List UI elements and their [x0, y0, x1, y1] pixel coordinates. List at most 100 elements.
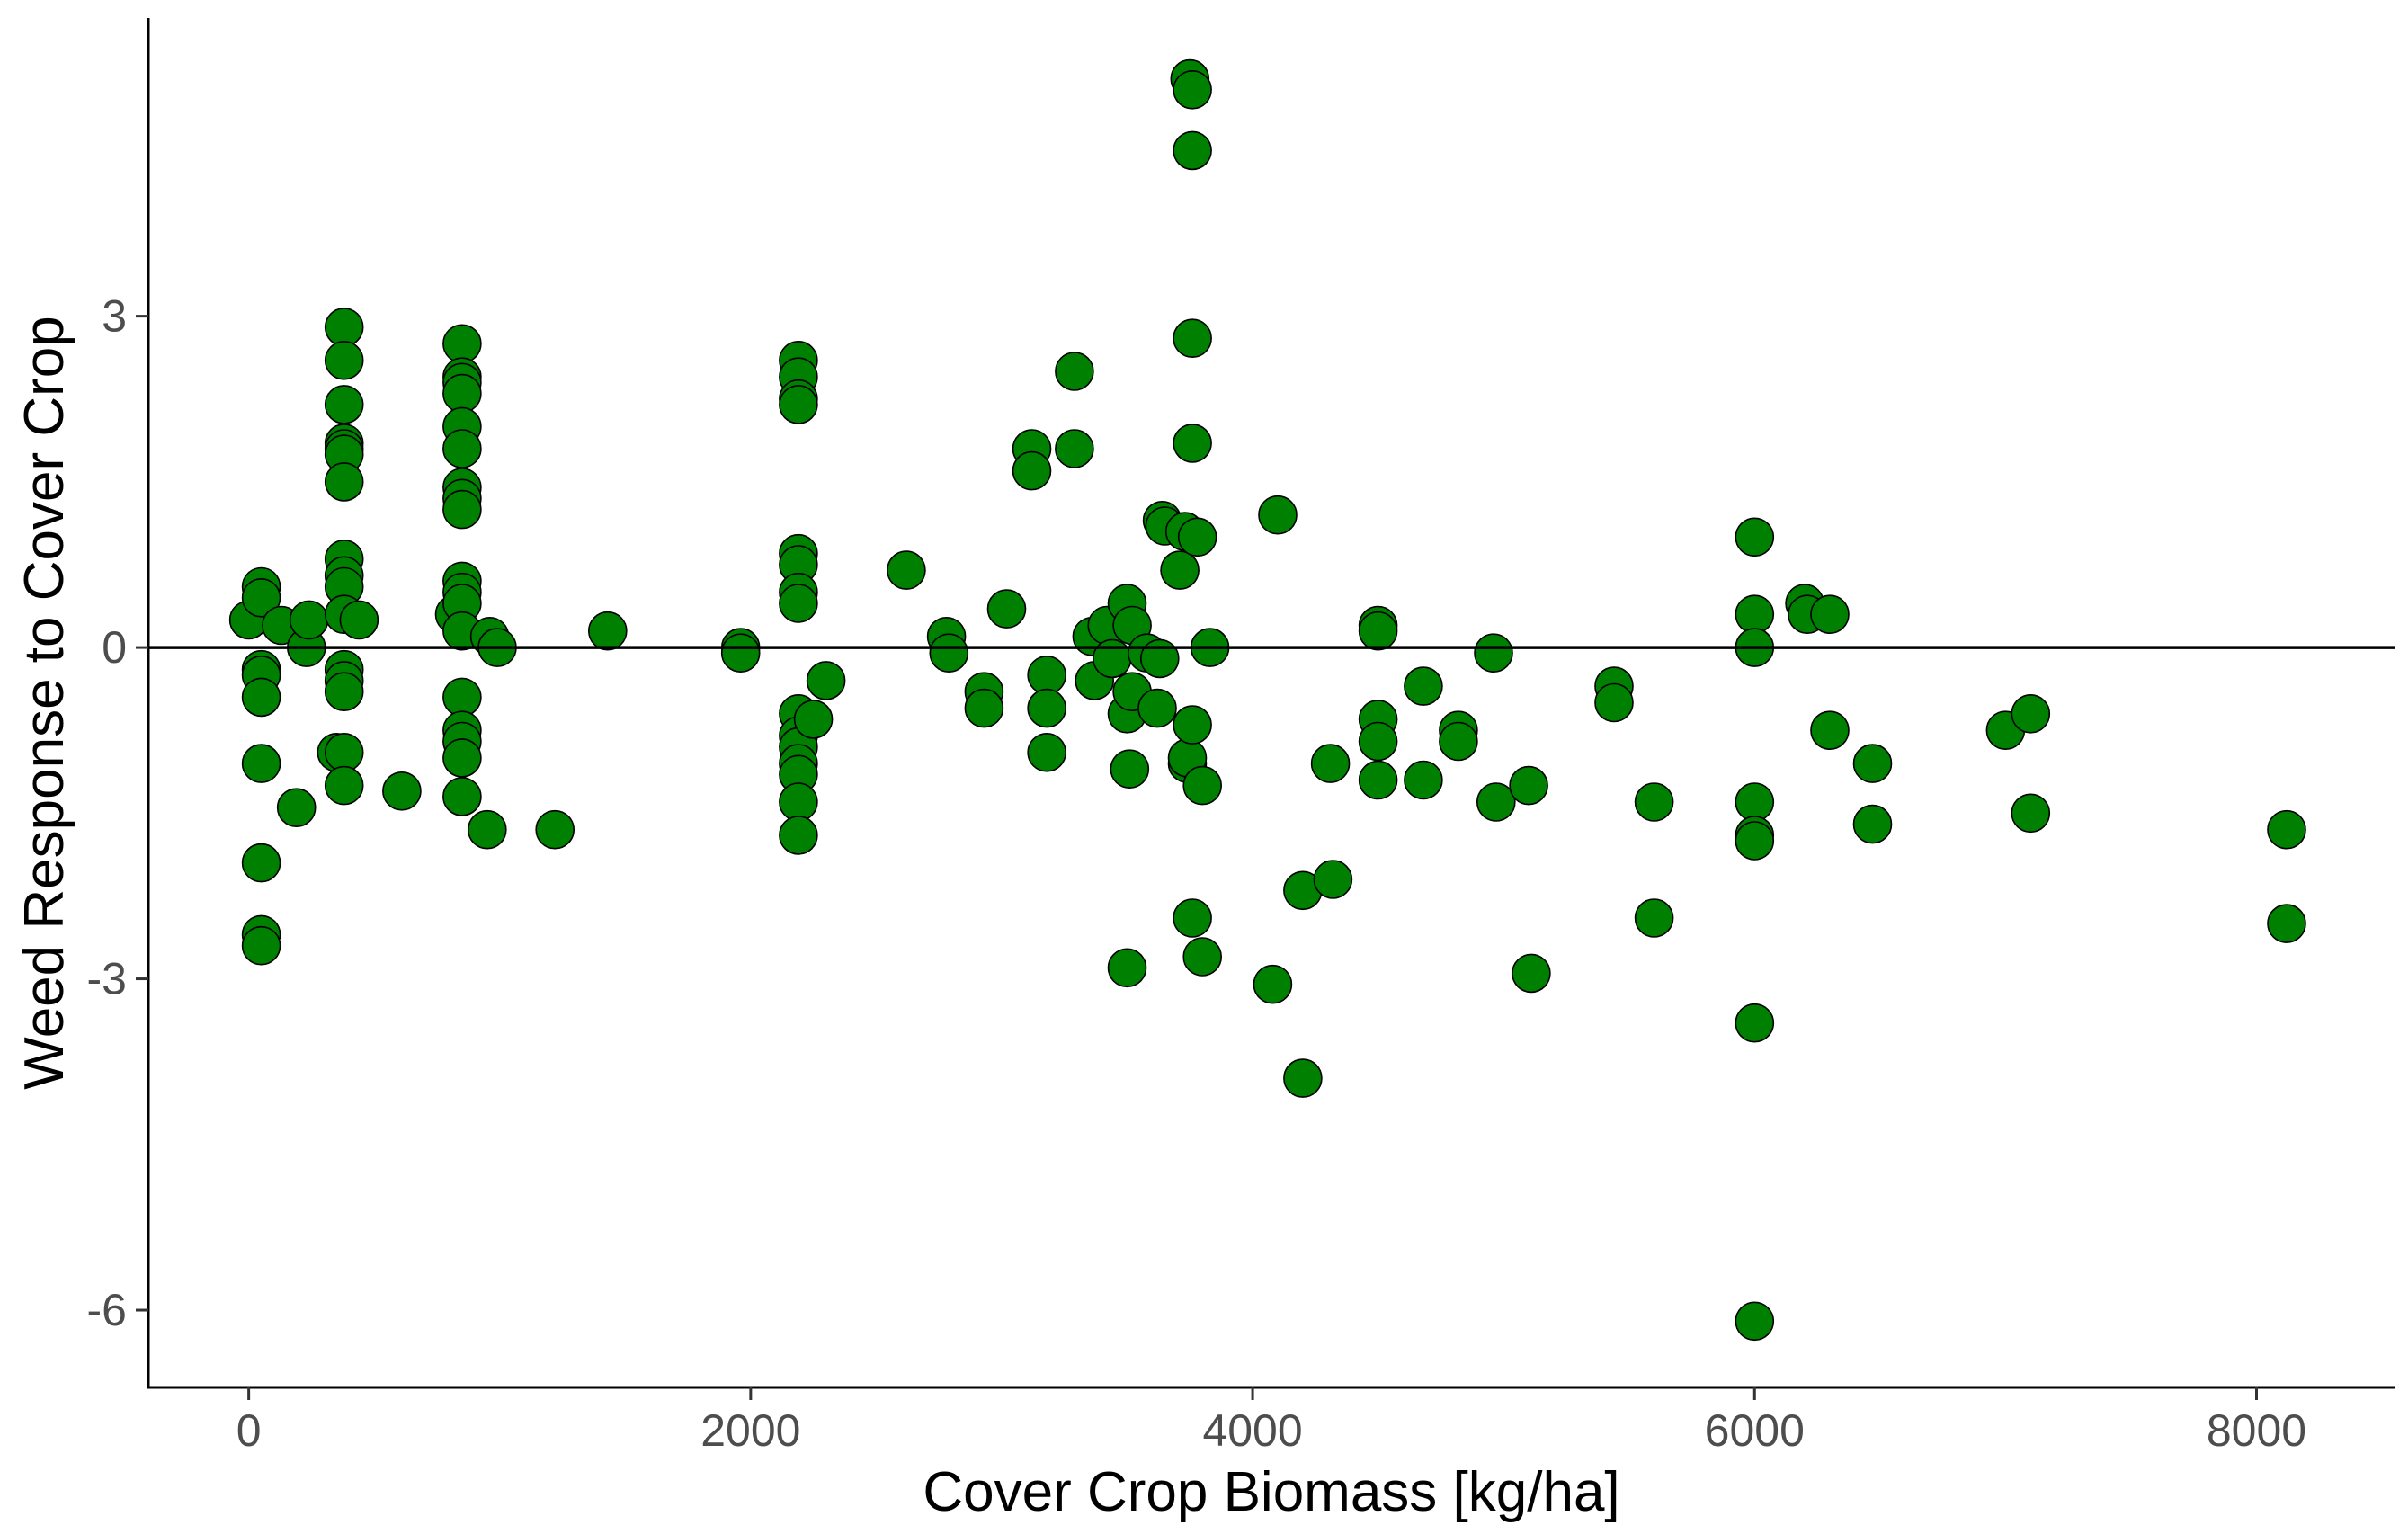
data-point [324, 732, 364, 772]
data-point [1258, 495, 1298, 535]
x-axis-ticks: 0 2000 4000 6000 8000 [236, 1387, 2306, 1456]
data-point [1173, 318, 1212, 359]
data-point [1173, 424, 1212, 463]
data-point [442, 324, 482, 364]
data-point [887, 550, 926, 590]
data-point [467, 809, 507, 850]
data-point [1137, 688, 1177, 728]
data-point [2267, 904, 2306, 943]
data-point [442, 429, 482, 468]
data-point [1358, 721, 1398, 762]
data-point [1177, 517, 1217, 557]
data-point [442, 738, 482, 778]
data-point [339, 600, 379, 640]
data-point [324, 462, 364, 502]
data-point [1439, 721, 1478, 762]
data-point [1140, 638, 1180, 679]
x-tick-label: 0 [236, 1405, 262, 1456]
data-point [1173, 70, 1212, 110]
data-point [1055, 352, 1094, 391]
data-point [929, 633, 969, 673]
data-point [1173, 705, 1212, 745]
y-tick-label: 3 [102, 291, 127, 342]
data-point [1107, 948, 1147, 988]
data-point [1735, 517, 1775, 557]
data-point [241, 677, 281, 718]
data-point [1110, 749, 1150, 789]
x-tick-label: 6000 [1705, 1405, 1805, 1456]
data-point [324, 672, 364, 712]
data-point [1310, 744, 1351, 783]
data-point [1313, 860, 1353, 899]
data-point [535, 809, 575, 850]
y-axis-ticks: 3 0 -3 -6 [87, 291, 148, 1335]
data-point [1182, 765, 1222, 806]
x-tick-label: 8000 [2207, 1405, 2306, 1456]
data-point [324, 340, 364, 380]
y-axis-title: Weed Response to Cover Crop [13, 316, 76, 1089]
data-point [1012, 450, 1052, 491]
data-point [442, 777, 482, 816]
data-point [442, 677, 482, 718]
data-point [1253, 964, 1293, 1004]
data-point [1358, 611, 1398, 651]
data-point [964, 688, 1004, 728]
data-point [1093, 638, 1132, 679]
data-point [1852, 804, 1893, 844]
data-point [806, 661, 846, 700]
data-point [1055, 429, 1094, 468]
data-point [1735, 821, 1775, 861]
data-point [1404, 666, 1443, 706]
data-point [241, 843, 281, 883]
data-point [1810, 710, 1850, 751]
data-point [986, 589, 1027, 629]
data-point [587, 611, 628, 651]
data-point [779, 385, 818, 424]
data-point [720, 633, 761, 673]
data-point [2267, 809, 2306, 850]
data-point [1358, 760, 1398, 800]
data-point [1735, 1003, 1775, 1043]
data-point [1512, 953, 1551, 994]
data-point [1735, 1301, 1775, 1342]
data-point [1594, 682, 1634, 723]
data-point [1852, 744, 1893, 783]
data-point [1735, 594, 1775, 635]
data-point [1283, 1058, 1323, 1098]
data-point [324, 765, 364, 806]
data-point [442, 489, 482, 530]
data-point [1634, 898, 1674, 938]
x-tick-label: 4000 [1202, 1405, 1302, 1456]
data-point [1810, 594, 1850, 635]
data-point [779, 816, 818, 855]
y-tick-label: 0 [102, 622, 127, 673]
y-tick-label: -6 [87, 1285, 127, 1335]
data-point [1173, 130, 1212, 171]
data-point [241, 577, 281, 618]
x-tick-label: 2000 [700, 1405, 800, 1456]
x-axis-title: Cover Crop Biomass [kg/ha] [923, 1461, 1619, 1523]
data-point [1182, 937, 1222, 977]
data-point [1027, 655, 1066, 695]
data-point [442, 373, 482, 414]
data-point [1027, 688, 1066, 728]
data-point [779, 584, 818, 623]
data-point [1634, 782, 1674, 822]
data-point [1160, 550, 1200, 590]
data-point [1509, 765, 1548, 806]
data-point [276, 788, 317, 828]
data-point [1173, 898, 1212, 938]
data-point [779, 782, 818, 822]
y-tick-label: -3 [87, 954, 127, 1004]
data-point [1735, 782, 1775, 822]
data-point [1474, 633, 1513, 673]
data-point [1027, 732, 1066, 772]
data-point [324, 385, 364, 424]
data-point [793, 700, 834, 739]
data-point [241, 744, 281, 783]
data-point [1476, 782, 1516, 822]
data-point [289, 600, 329, 640]
data-point [1404, 760, 1443, 800]
data-point [2011, 793, 2051, 834]
